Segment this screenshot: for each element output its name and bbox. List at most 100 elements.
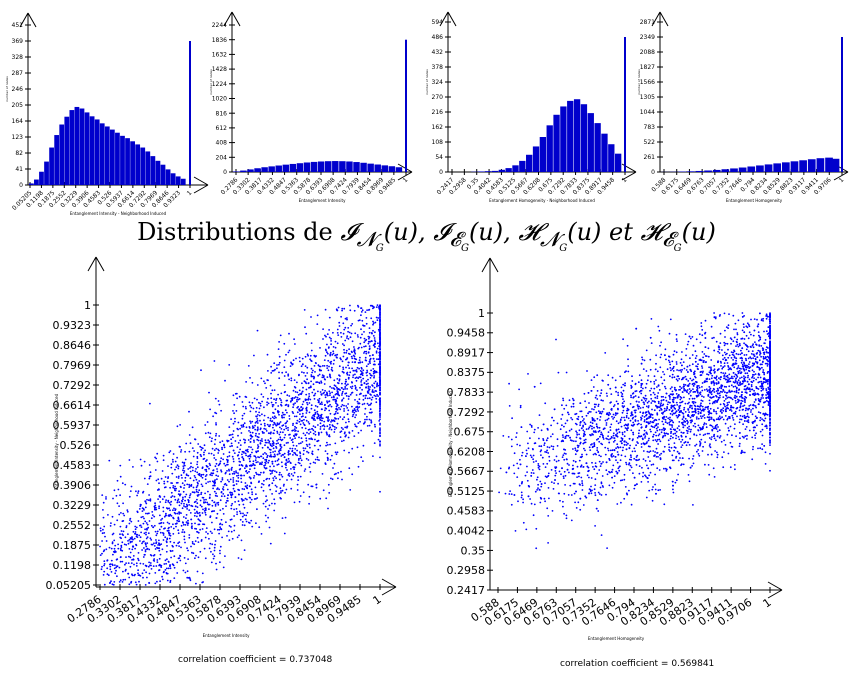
scatter-point — [262, 471, 265, 474]
scatter-point — [166, 545, 168, 547]
scatter-point — [181, 500, 184, 503]
scatter-point — [255, 493, 257, 496]
scatter-point — [279, 334, 282, 337]
scatter-point — [168, 502, 171, 504]
scatter-point — [365, 359, 368, 362]
scatter-point — [338, 365, 341, 368]
scatter-point — [255, 522, 257, 525]
hist-4-bar — [756, 165, 764, 172]
scatter-point — [374, 390, 377, 392]
scatter-point — [527, 373, 529, 375]
scatter-point — [576, 476, 578, 478]
hist-1-bar — [140, 147, 146, 185]
scatter-point — [208, 391, 210, 394]
scatter-point — [116, 479, 119, 482]
scatter-point — [348, 374, 351, 376]
scatter-point — [258, 411, 260, 414]
scatter-point — [607, 431, 610, 433]
scatter-point — [319, 444, 322, 447]
scatter-point — [269, 451, 272, 454]
scatter-point — [713, 336, 715, 339]
scatter-point — [318, 401, 320, 404]
scatter-point — [145, 522, 148, 524]
scatter-point — [285, 427, 288, 430]
scatter-point — [529, 498, 531, 500]
scatter-point — [333, 426, 336, 428]
scatter-point — [138, 534, 141, 537]
scatter-point — [379, 431, 381, 434]
scatter-point — [159, 531, 162, 534]
scatter-point — [328, 428, 331, 430]
hist-1-y-arrow-right — [27, 12, 37, 28]
scatter-point — [171, 550, 174, 552]
scatter-point — [665, 416, 668, 418]
scatter-point — [530, 502, 533, 505]
scatter-point — [178, 504, 181, 507]
scatter-point — [214, 411, 217, 414]
scatter-point — [157, 547, 159, 550]
scatter-point — [324, 308, 327, 311]
scatter-point — [112, 497, 114, 500]
scatter-point — [298, 420, 301, 423]
scatter-point — [679, 457, 681, 459]
scatter-point — [225, 484, 228, 487]
scatter-point — [248, 446, 250, 448]
scatter-point — [343, 410, 345, 412]
hist-4-y-arrow-left — [651, 11, 661, 27]
scatter-point — [158, 507, 161, 510]
scatter-point — [144, 549, 147, 551]
scatter-point — [692, 455, 695, 457]
scatter-point — [646, 379, 649, 382]
scatter-point — [684, 375, 687, 378]
scatter-point — [144, 543, 147, 546]
scatter-point — [520, 491, 523, 494]
scatter-point — [313, 409, 316, 412]
scatter-point — [376, 319, 379, 321]
scatter-point — [149, 498, 152, 501]
scatter-point — [211, 543, 214, 546]
scatter-point — [342, 428, 344, 430]
hist-4-bar — [773, 163, 782, 172]
scatter-point — [208, 508, 210, 510]
scatter-point — [294, 433, 297, 436]
scatter-point — [379, 327, 381, 330]
scatter-point — [176, 464, 179, 467]
scatter-point — [305, 419, 308, 422]
scatter-point — [697, 453, 700, 455]
scatter-point — [741, 393, 743, 396]
scatter-point — [262, 457, 265, 460]
scatter-point — [272, 451, 274, 453]
scatter-point — [375, 371, 378, 374]
hist-3-bar — [573, 99, 581, 172]
scatter-point — [135, 490, 137, 493]
scatter-point — [760, 389, 763, 392]
scatter-point — [753, 377, 755, 379]
scatter-point — [675, 479, 678, 482]
scatter-point — [351, 405, 353, 408]
scatter-point — [165, 512, 167, 515]
scatter-point — [155, 479, 158, 482]
scatter-point — [767, 363, 769, 365]
scatter-point — [174, 498, 177, 501]
scatter-point — [280, 490, 282, 492]
scatter-point — [565, 371, 568, 374]
scatter-point — [173, 495, 176, 498]
scatter-point — [127, 572, 129, 575]
scatter-point — [669, 428, 672, 430]
scatter-point — [189, 442, 192, 445]
scatter-point — [238, 503, 241, 506]
scatter-point — [239, 439, 242, 442]
scatter-point — [273, 465, 275, 468]
scatter-point — [305, 457, 308, 460]
scatter-point — [125, 556, 127, 558]
scatter-point — [328, 316, 331, 319]
scatter-point — [276, 430, 279, 433]
scatter-point — [273, 502, 276, 505]
scatter-point — [99, 554, 102, 556]
scatter-point — [316, 456, 319, 459]
scatter-point — [283, 452, 286, 455]
scatter-point — [548, 446, 551, 449]
scatter-point — [599, 435, 601, 438]
scatter-point — [189, 477, 192, 480]
scatter-point — [660, 341, 662, 344]
